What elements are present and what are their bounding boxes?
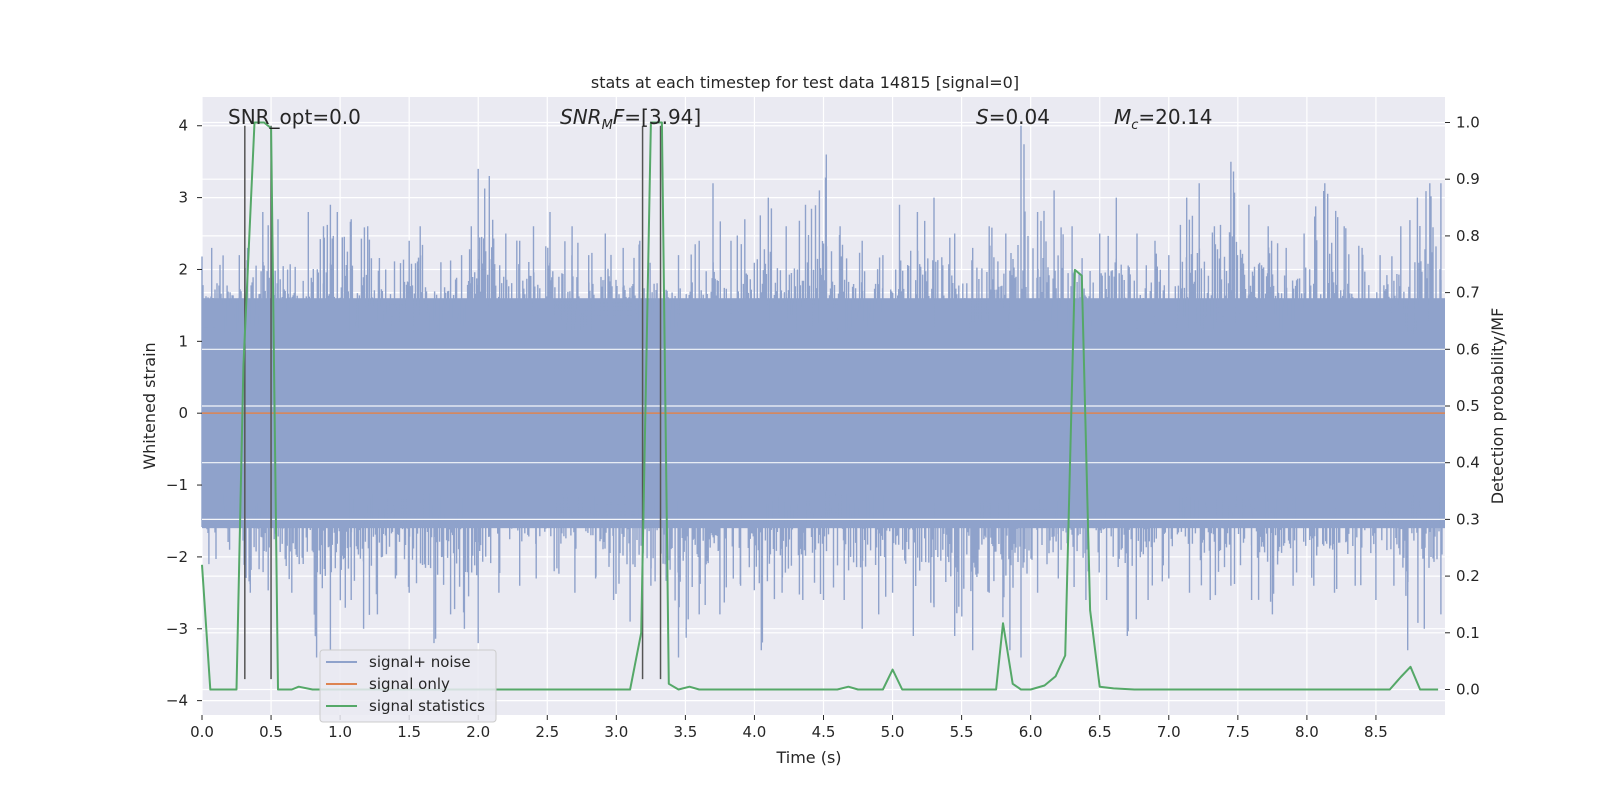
right-y-tick-label: 0.0 xyxy=(1456,680,1480,698)
x-tick-label: 8.0 xyxy=(1295,723,1319,741)
right-y-axis-ticks: 1.0 0.9 0.8 0.7 0.6 0.5 0.4 0.3 0.2 0.1 0.0 xyxy=(1445,114,1480,698)
x-tick-label: 0.5 xyxy=(259,723,283,741)
snr-mf-annotation: SNRMF=[3.94] xyxy=(560,105,701,133)
left-y-tick-label: −1 xyxy=(166,476,188,494)
x-tick-label: 5.0 xyxy=(881,723,905,741)
x-tick-label: 1.0 xyxy=(328,723,352,741)
left-y-tick-label: −4 xyxy=(166,692,188,710)
x-tick-label: 7.5 xyxy=(1226,723,1250,741)
snr-mf-subscript: M xyxy=(602,118,613,133)
left-y-tick-label: 4 xyxy=(178,117,188,135)
chart-title: stats at each timestep for test data 148… xyxy=(591,73,1019,92)
right-y-tick-label: 0.4 xyxy=(1456,454,1480,472)
x-axis-label: Time (s) xyxy=(775,748,841,767)
legend-label-signal-only: signal only xyxy=(369,675,450,693)
x-tick-label: 7.0 xyxy=(1157,723,1181,741)
mc-subscript: c xyxy=(1131,118,1138,133)
x-tick-label: 3.0 xyxy=(604,723,628,741)
mc-annotation: Mc=20.14 xyxy=(1114,105,1212,133)
detection-marker-lines xyxy=(244,125,662,680)
x-tick-label: 0.0 xyxy=(190,723,214,741)
x-tick-label: 3.5 xyxy=(673,723,697,741)
snr-mf-value: =[3.94] xyxy=(624,105,701,129)
mc-value: =20.14 xyxy=(1138,105,1212,129)
left-y-tick-label: −2 xyxy=(166,548,188,566)
right-y-tick-label: 0.1 xyxy=(1456,624,1480,642)
x-tick-label: 4.0 xyxy=(743,723,767,741)
x-tick-label: 1.5 xyxy=(397,723,421,741)
left-y-tick-label: 3 xyxy=(178,189,188,207)
signal-statistics-series xyxy=(201,121,1439,691)
x-tick-label: 5.5 xyxy=(950,723,974,741)
left-y-tick-label: 0 xyxy=(178,404,188,422)
legend: signal+ noise signal only signal statist… xyxy=(319,649,497,723)
legend-box xyxy=(319,649,497,723)
right-y-axis-label: Detection probability/MF xyxy=(1488,308,1507,505)
left-y-tick-label: 1 xyxy=(178,332,188,350)
left-y-tick-label: 2 xyxy=(178,260,188,278)
legend-label-signal-statistics: signal statistics xyxy=(369,697,485,715)
snr-opt-annotation: SNR_opt=0.0 xyxy=(228,105,361,129)
snr-mf-symbol-f: F xyxy=(613,105,625,129)
left-y-tick-label: −3 xyxy=(166,620,188,638)
left-y-axis-label: Whitened strain xyxy=(140,342,159,469)
x-tick-label: 2.5 xyxy=(535,723,559,741)
x-tick-label: 6.5 xyxy=(1088,723,1112,741)
right-y-tick-label: 0.5 xyxy=(1456,397,1480,415)
s-annotation: S=0.04 xyxy=(976,105,1050,129)
x-tick-label: 2.0 xyxy=(466,723,490,741)
left-y-axis-ticks: 4 3 2 1 0 −1 −2 −3 −4 xyxy=(166,117,202,710)
right-y-tick-label: 0.9 xyxy=(1456,170,1480,188)
s-symbol: S xyxy=(976,105,989,129)
right-y-tick-label: 0.7 xyxy=(1456,284,1480,302)
legend-label-signal-noise: signal+ noise xyxy=(369,653,471,671)
right-y-tick-label: 0.3 xyxy=(1456,510,1480,528)
right-y-tick-label: 0.6 xyxy=(1456,340,1480,358)
x-tick-label: 8.5 xyxy=(1364,723,1388,741)
right-y-tick-label: 0.2 xyxy=(1456,567,1480,585)
signal-statistics-line xyxy=(201,121,1439,691)
mc-symbol: M xyxy=(1114,105,1131,129)
snr-mf-symbol: SNR xyxy=(560,105,602,129)
s-value: =0.04 xyxy=(989,105,1050,129)
right-y-tick-label: 1.0 xyxy=(1456,114,1480,132)
x-tick-label: 6.0 xyxy=(1019,723,1043,741)
right-y-tick-label: 0.8 xyxy=(1456,227,1480,245)
x-tick-label: 4.5 xyxy=(812,723,836,741)
x-axis-ticks: 0.0 0.5 1.0 1.5 2.0 2.5 3.0 3.5 4.0 4.5 5.0 5.5 6.0 6… xyxy=(190,715,1388,741)
noise-trace xyxy=(201,125,1445,658)
